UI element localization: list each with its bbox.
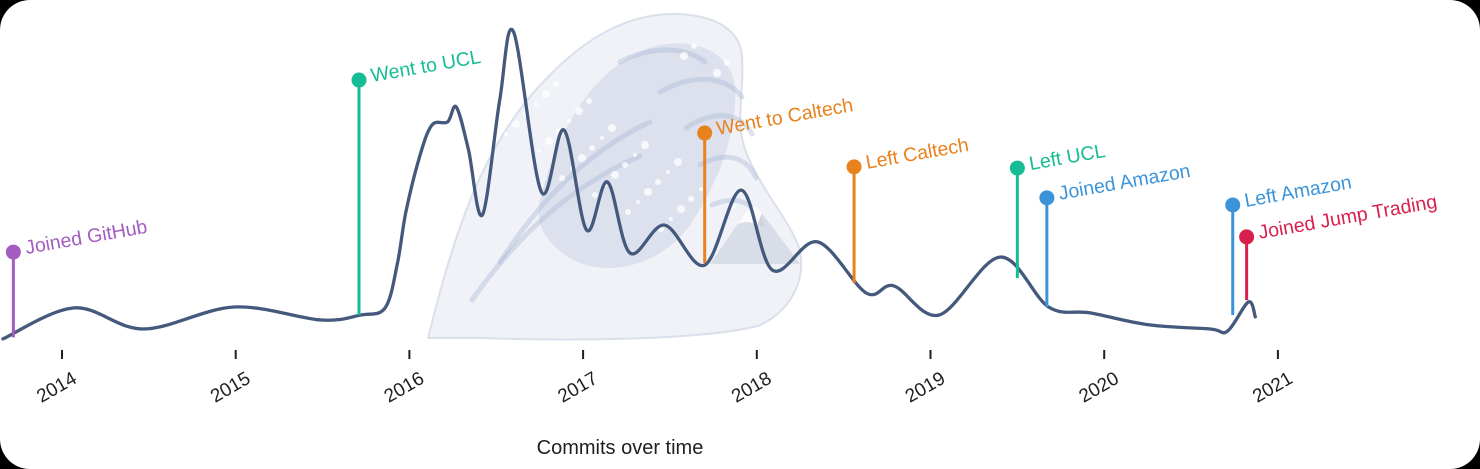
event-label: Left Amazon <box>1243 171 1354 211</box>
foam-dot <box>553 81 559 87</box>
event-marker-dot <box>351 72 367 88</box>
event-marker: Joined Amazon <box>1039 160 1192 307</box>
foam-dot <box>680 52 688 60</box>
event-marker-dot <box>1009 160 1025 176</box>
foam-dot <box>504 132 508 136</box>
foam-dot <box>757 77 763 83</box>
foam-dot <box>559 175 565 181</box>
foam-dot <box>713 69 721 77</box>
foam-dot <box>545 137 553 145</box>
event-label: Left Caltech <box>864 134 970 174</box>
wave-foam-speckles <box>504 43 787 232</box>
foam-dot <box>611 171 619 179</box>
axis-tick-label: 2015 <box>207 368 254 407</box>
foam-dot <box>575 107 583 115</box>
foam-dot <box>674 158 682 166</box>
foam-dot <box>666 170 670 174</box>
foam-dot <box>600 136 604 140</box>
foam-dot <box>586 98 592 104</box>
event-marker: Left Caltech <box>846 134 970 284</box>
mount-fuji <box>710 205 800 264</box>
foam-dot <box>746 86 754 94</box>
event-marker-dot <box>5 244 21 260</box>
event-label: Left UCL <box>1027 140 1107 175</box>
foam-dot <box>771 115 775 119</box>
foam-dot <box>589 145 595 151</box>
foam-dot <box>542 90 550 98</box>
foam-dot <box>636 200 640 204</box>
axis-tick-label: 2019 <box>902 368 949 407</box>
x-axis-title: Commits over time <box>536 437 704 459</box>
wave-curl-streaks <box>469 47 765 303</box>
foam-dot <box>655 179 661 185</box>
foam-dot <box>699 187 703 191</box>
foam-dot <box>688 196 694 202</box>
foam-dot <box>625 209 631 215</box>
axis-tick-label: 2016 <box>381 368 428 407</box>
event-marker-dot <box>697 125 713 141</box>
foam-dot <box>644 188 652 196</box>
foam-dot <box>512 120 520 128</box>
event-marker-dot <box>846 159 862 175</box>
event-marker: Left UCL <box>1009 140 1107 279</box>
axis-tick-label: 2014 <box>33 368 80 408</box>
event-marker-dot <box>1239 229 1255 245</box>
foam-dot <box>691 43 697 49</box>
foam-dot <box>732 204 736 208</box>
foam-dot <box>592 192 598 198</box>
foam-dot <box>534 102 538 106</box>
great-wave-background-image <box>426 12 803 341</box>
foam-dot <box>641 141 649 149</box>
foam-dot <box>633 153 637 157</box>
event-marker-dot <box>1225 197 1241 213</box>
event-marker-dot <box>1039 190 1055 206</box>
event-label: Went to UCL <box>369 46 483 87</box>
foam-dot <box>578 154 586 162</box>
event-label: Joined GitHub <box>23 216 149 259</box>
event-marker: Joined GitHub <box>5 216 149 338</box>
axis-tick-label: 2020 <box>1076 368 1123 407</box>
axis-tick-label: 2018 <box>728 368 775 407</box>
foam-dot <box>537 149 541 153</box>
axis-tick-label: 2017 <box>554 368 601 407</box>
x-axis: 2014 2015 2016 2017 2018 2019 2020 2021 <box>33 350 1296 407</box>
foam-dot <box>622 162 628 168</box>
commits-line <box>1 27 1257 341</box>
foam-dot <box>608 124 616 132</box>
foam-dot <box>567 119 571 123</box>
foam-dot <box>724 60 730 66</box>
axis-tick-label: 2021 <box>1249 368 1296 407</box>
foam-dot <box>677 205 685 213</box>
foam-dot <box>509 73 517 81</box>
foam-dot <box>779 103 787 111</box>
foam-dot <box>669 217 673 221</box>
